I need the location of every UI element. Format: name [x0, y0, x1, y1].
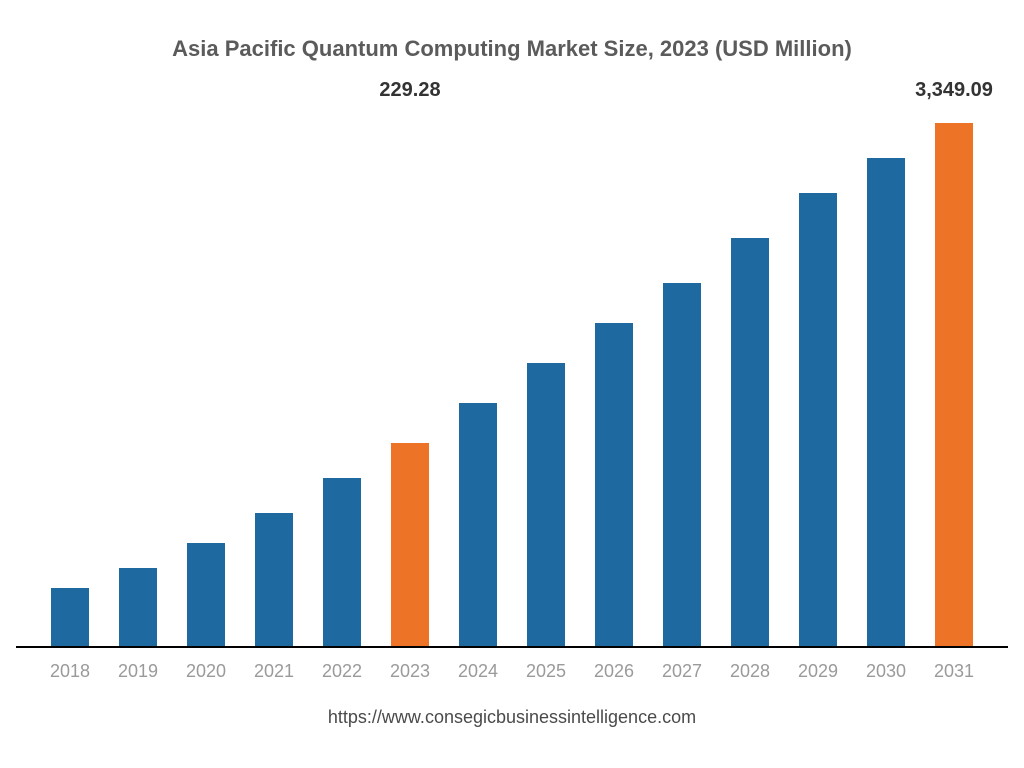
bar-slot: 229.28	[376, 110, 444, 648]
bar	[663, 283, 701, 648]
bar-slot	[240, 110, 308, 648]
x-axis-label: 2026	[580, 661, 648, 682]
bar-slot	[172, 110, 240, 648]
bar	[323, 478, 361, 648]
bar	[391, 443, 429, 648]
bar-slot	[852, 110, 920, 648]
x-axis-label: 2018	[36, 661, 104, 682]
x-axis-label: 2027	[648, 661, 716, 682]
source-url: https://www.consegicbusinessintelligence…	[0, 707, 1024, 728]
x-axis-label: 2020	[172, 661, 240, 682]
bar-slot	[512, 110, 580, 648]
bar	[119, 568, 157, 648]
bar	[867, 158, 905, 648]
bar	[731, 238, 769, 648]
chart-plot-area: 229.28 3,349.09	[36, 110, 988, 648]
bar	[51, 588, 89, 648]
bar-slot	[648, 110, 716, 648]
x-axis-label: 2023	[376, 661, 444, 682]
bar-value-label: 229.28	[379, 79, 440, 102]
x-axis-label: 2021	[240, 661, 308, 682]
x-axis-label: 2031	[920, 661, 988, 682]
bar-slot	[784, 110, 852, 648]
bar-slot	[444, 110, 512, 648]
x-axis-label: 2024	[444, 661, 512, 682]
bar-value-label: 3,349.09	[915, 79, 993, 102]
x-axis-line	[16, 646, 1008, 648]
bar	[799, 193, 837, 648]
x-axis-label: 2025	[512, 661, 580, 682]
bar-slot	[36, 110, 104, 648]
bar-slot: 3,349.09	[920, 110, 988, 648]
bar	[935, 123, 973, 648]
x-axis-label: 2022	[308, 661, 376, 682]
bar-slot	[580, 110, 648, 648]
x-axis-labels: 2018201920202021202220232024202520262027…	[36, 661, 988, 682]
x-axis-label: 2028	[716, 661, 784, 682]
bar-slot	[308, 110, 376, 648]
bar-slot	[104, 110, 172, 648]
bar	[459, 403, 497, 648]
x-axis-label: 2029	[784, 661, 852, 682]
x-axis-label: 2019	[104, 661, 172, 682]
bar	[255, 513, 293, 648]
chart-title: Asia Pacific Quantum Computing Market Si…	[0, 36, 1024, 62]
bar	[527, 363, 565, 648]
chart-container: Asia Pacific Quantum Computing Market Si…	[0, 0, 1024, 768]
bar	[187, 543, 225, 648]
bars-group: 229.28 3,349.09	[36, 110, 988, 648]
bar	[595, 323, 633, 648]
x-axis-label: 2030	[852, 661, 920, 682]
bar-slot	[716, 110, 784, 648]
